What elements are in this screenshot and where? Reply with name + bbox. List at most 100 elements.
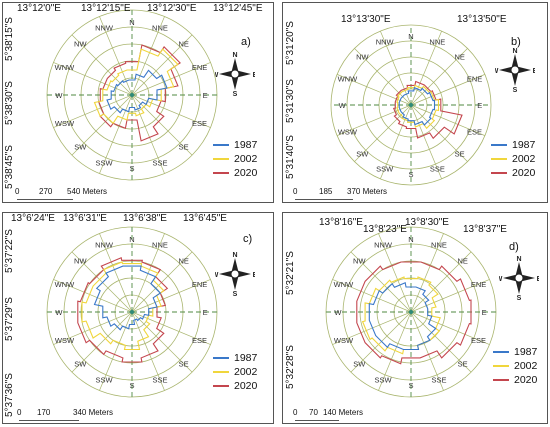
compass-letter: E <box>253 72 255 79</box>
direction-label: SW <box>356 150 369 159</box>
direction-label: SSW <box>95 159 113 168</box>
compass-svg: N S W E <box>212 252 258 298</box>
legend-swatch-2020 <box>491 172 507 174</box>
spoke-line <box>354 48 412 106</box>
lon-label: 13°6'24"E <box>11 213 55 224</box>
lat-label: 5°31'30"S <box>285 79 296 123</box>
lat-label: 5°31'20"S <box>285 21 296 65</box>
spoke-line <box>99 311 133 391</box>
spoke-line <box>131 16 165 96</box>
scale-line <box>295 420 339 421</box>
direction-label: E <box>203 91 208 100</box>
spoke-line <box>53 94 133 128</box>
legend-label: 1987 <box>514 346 538 358</box>
spoke-line <box>380 30 412 106</box>
direction-label: NE <box>178 256 188 265</box>
scale-label: 540 Meters <box>67 187 108 196</box>
spoke-line <box>131 311 193 373</box>
direction-label: N <box>408 32 413 41</box>
scale-label: 140 Meters <box>323 408 364 417</box>
direction-label: ESE <box>471 336 486 345</box>
direction-label: WNW <box>55 280 75 289</box>
direction-label: SSW <box>95 376 113 385</box>
spoke-line <box>410 48 468 106</box>
series-line-2002 <box>93 48 179 125</box>
direction-label: E <box>203 308 208 317</box>
spoke-line <box>336 74 412 106</box>
compass-letter: S <box>517 295 522 301</box>
spoke-line <box>131 94 211 128</box>
compass-letter: E <box>533 68 535 75</box>
legend-swatch-1987 <box>491 144 507 146</box>
direction-label: SSW <box>376 165 394 174</box>
series-line-2020 <box>356 261 472 365</box>
direction-label: SSW <box>374 376 392 385</box>
direction-label: SW <box>74 143 87 152</box>
panel-label: c) <box>243 233 253 245</box>
direction-label: NNE <box>152 23 168 32</box>
spoke-line <box>350 311 412 373</box>
legend-swatch-2020 <box>213 172 229 174</box>
center-point <box>409 103 413 107</box>
direction-label: N <box>408 235 413 244</box>
legend-swatch-1987 <box>213 144 229 146</box>
legend-label: 2002 <box>512 153 536 165</box>
lon-label: 13°12'45"E <box>213 3 263 14</box>
legend-label: 2002 <box>234 366 258 378</box>
spoke-line <box>410 74 486 106</box>
radar-plot-a: N NNE NE ENE E ESE SE SSE S SSW SW WSW W WNW NW NNW <box>46 9 218 181</box>
scale-line <box>19 420 79 421</box>
grid-ring <box>330 24 492 186</box>
direction-label: E <box>477 101 482 110</box>
spoke-line <box>410 311 444 391</box>
lon-label: 13°6'45"E <box>183 213 227 224</box>
direction-label: ESE <box>192 336 207 345</box>
direction-label: SSE <box>431 376 446 385</box>
legend-swatch-2002 <box>491 158 507 160</box>
spoke-line <box>410 104 486 136</box>
center-point <box>409 310 413 314</box>
direction-label: W <box>55 91 63 100</box>
radar-plot-b: N NNE NE ENE E ESE SE SSE S SSW SW WSW W WNW NW NNW <box>330 24 492 186</box>
lon-label: 13°12'15"E <box>81 3 131 14</box>
lon-label: 13°8'16"E <box>319 217 363 228</box>
direction-label: NNW <box>376 37 395 46</box>
spoke-line <box>410 104 468 162</box>
lon-label: 13°6'31"E <box>63 213 107 224</box>
direction-label: S <box>129 164 134 173</box>
legend: 1987 2002 2020 <box>213 351 257 393</box>
lon-label: 13°8'23"E <box>363 224 407 235</box>
direction-label: W <box>55 308 63 317</box>
legend-label: 2020 <box>234 167 258 179</box>
panel-a: N NNE NE ENE E ESE SE SSE S SSW SW WSW W WNW NW NNW 13°… <box>2 2 274 203</box>
scale-label: 70 <box>309 408 318 417</box>
direction-label: ENE <box>467 75 482 84</box>
direction-label: WSW <box>338 127 358 136</box>
compass-letter: N <box>516 256 521 263</box>
legend-label: 1987 <box>512 139 536 151</box>
direction-label: ESE <box>192 119 207 128</box>
spoke-line <box>71 94 133 156</box>
spoke-line <box>131 94 165 174</box>
direction-label: NNW <box>95 240 114 249</box>
direction-label: NNE <box>431 240 447 249</box>
direction-label: SSE <box>430 165 445 174</box>
spoke-line <box>378 233 412 313</box>
direction-label: S <box>408 381 413 390</box>
lat-label: 5°32'21"S <box>285 251 296 295</box>
compass-rose-icon: N S W E <box>492 47 538 98</box>
series-line-1987 <box>398 86 436 126</box>
compass-letter: S <box>513 87 518 93</box>
direction-label: ESE <box>467 127 482 136</box>
scale-label: 170 <box>37 408 51 417</box>
direction-label: WNW <box>338 75 358 84</box>
spoke-line <box>53 62 133 96</box>
spoke-line <box>131 251 193 313</box>
compass-letter: W <box>215 272 219 279</box>
legend-label: 2002 <box>514 360 538 372</box>
spoke-line <box>53 279 133 313</box>
legend-label: 2020 <box>234 380 258 392</box>
legend: 1987 2002 2020 <box>213 138 257 180</box>
direction-label: SE <box>455 150 465 159</box>
lat-label: 5°38'15"S <box>4 17 15 61</box>
